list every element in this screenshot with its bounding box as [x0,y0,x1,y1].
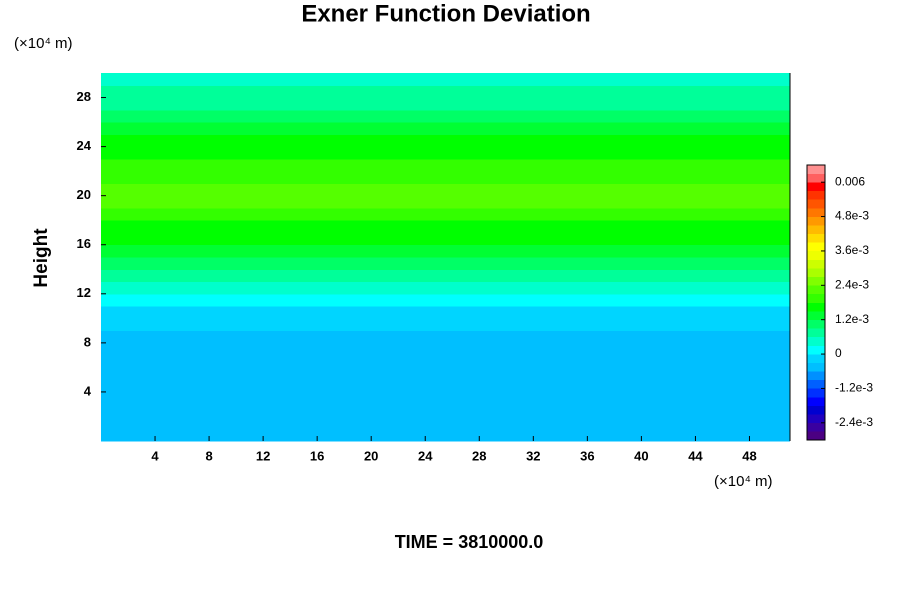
colorbar-tick-label: 0 [835,346,842,360]
colorbar-swatch [807,268,825,278]
x-tick-label: 40 [634,448,648,463]
y-tick-label: 20 [77,187,91,202]
contour-band [101,158,790,172]
contour-band [101,269,790,283]
x-tick-label: 4 [151,448,159,463]
colorbar-tick-label: 2.4e-3 [835,277,869,291]
colorbar-swatch [807,216,825,226]
colorbar-swatch [807,173,825,183]
colorbar-tick-label: 1.2e-3 [835,312,869,326]
contour-band [101,220,790,233]
colorbar-swatch [807,259,825,269]
x-tick-label: 16 [310,448,324,463]
colorbar-swatch [807,397,825,406]
contour-band [101,85,790,99]
colorbar-swatch [807,285,825,295]
colorbar-tick-label: 0.006 [835,174,865,188]
contour-band [101,281,790,295]
y-axis-label: Height [31,228,52,288]
colorbar-swatch [807,190,825,200]
x-tick-label: 36 [580,448,594,463]
y-tick-label: 12 [77,285,91,300]
y-tick-label: 8 [84,334,91,349]
colorbar-swatch [807,225,825,235]
x-tick-label: 12 [256,448,270,463]
contour-band [101,122,790,135]
colorbar-swatch [807,319,825,329]
colorbar-swatch [807,431,825,441]
colorbar-swatch [807,371,825,381]
x-tick-label: 8 [205,448,212,463]
colorbar-swatch [807,405,825,415]
colorbar-tick-label: 4.8e-3 [835,209,869,223]
y-unit: (×10⁴ m) [14,35,73,52]
contour-band [101,257,790,270]
colorbar-swatch [807,414,825,424]
y-tick-label: 4 [84,383,92,398]
colorbar-swatch [807,354,825,363]
contour-band [101,146,790,160]
colorbar-swatch [807,182,825,192]
x-tick-label: 28 [472,448,486,463]
contour-band [101,183,790,197]
contour-band [101,232,790,246]
colorbar-swatch [807,388,825,398]
contour-band [101,330,790,442]
x-tick-label: 24 [418,448,433,463]
y-tick-label: 24 [77,138,92,153]
contour-band [101,207,790,221]
contour-band [101,109,790,123]
x-unit: (×10⁴ m) [714,473,773,490]
contour-band [101,171,790,184]
colorbar-swatch [807,311,825,320]
time-label: TIME = 3810000.0 [395,532,544,552]
colorbar-swatch [807,199,825,209]
x-tick-label: 44 [688,448,703,463]
x-tick-label: 20 [364,448,378,463]
colorbar-border [806,164,826,441]
x-tick-label: 32 [526,448,540,463]
colorbar-swatch [807,233,825,243]
chart-title: Exner Function Deviation [301,0,590,27]
colorbar-swatch [807,242,825,252]
colorbar-swatch [807,207,825,217]
y-tick-label: 28 [77,89,91,104]
colorbar-tick-label: -2.4e-3 [835,415,873,429]
contour-band [101,306,790,319]
contour-band [101,195,790,209]
colorbar-swatch [807,336,825,346]
contour-band [101,318,790,332]
colorbar-swatch [807,362,825,372]
contour-band [101,293,790,307]
colorbar-swatch [807,276,825,286]
contour-band [101,244,790,258]
colorbar-swatch [807,422,825,432]
colorbar-swatch [807,165,825,174]
colorbar-swatch [807,328,825,338]
colorbar-tick-label: 3.6e-3 [835,243,869,257]
x-tick-label: 48 [742,448,756,463]
contour-band [101,134,790,148]
colorbar-swatch [807,302,825,312]
colorbar-swatch [807,379,825,389]
colorbar-swatch [807,345,825,355]
colorbar-tick-label: -1.2e-3 [835,381,873,395]
colorbar-swatch [807,293,825,303]
colorbar-swatch [807,250,825,260]
contour-band [101,97,790,111]
contour-band [101,73,790,86]
y-tick-label: 16 [77,236,91,251]
